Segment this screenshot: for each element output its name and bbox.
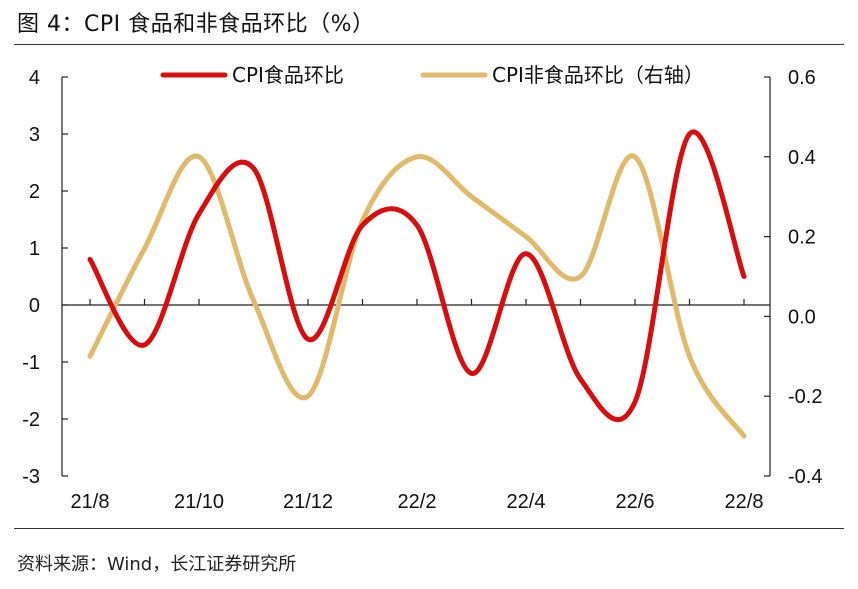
source-note: 资料来源：Wind，长江证券研究所 [17,554,297,575]
figure-title: 图 4：CPI 食品和非食品环比（%） [17,12,375,37]
x-tick-label: 22/6 [616,491,655,513]
left-tick-label: 4 [29,67,40,89]
right-tick-label: -0.2 [788,386,822,408]
line-chart: 4 3 2 1 0 -1 -2 -3 0.6 0.4 0.2 0.0 -0.2 -0.4 21/8 21/10… [22,63,822,513]
left-tick-label: 1 [29,238,40,260]
chart-axes: 4 3 2 1 0 -1 -2 -3 0.6 0.4 0.2 0.0 -0.2 -0.4 21/8 21/10… [22,67,822,513]
legend-label: CPI食品环比 [232,63,344,87]
x-tick-label: 21/8 [71,491,110,513]
series-layer [87,129,747,439]
x-tick-label: 21/10 [174,491,224,513]
left-tick-label: 3 [29,124,40,146]
series-line-cpi-food [87,129,747,422]
left-tick-label: -2 [22,409,40,431]
right-tick-label: 0.6 [788,67,816,89]
right-tick-label: 0.0 [788,306,816,328]
right-tick-label: -0.4 [788,466,822,488]
left-tick-label: 2 [29,181,40,203]
x-tick-label: 21/12 [283,491,333,513]
x-tick-label: 22/4 [507,491,546,513]
legend-label: CPI非食品环比（右轴） [492,63,704,87]
left-tick-label: 0 [29,295,40,317]
right-tick-label: 0.2 [788,227,816,249]
source-rule [14,528,844,529]
x-tick-label: 22/8 [725,491,764,513]
left-tick-label: -1 [22,352,40,374]
right-tick-label: 0.4 [788,147,816,169]
chart-legend: CPI食品环比 CPI非食品环比（右轴） [160,63,704,87]
series-line-cpi-nonfood [87,153,747,439]
left-tick-label: -3 [22,466,40,488]
title-rule [14,44,844,45]
x-tick-label: 22/2 [398,491,437,513]
